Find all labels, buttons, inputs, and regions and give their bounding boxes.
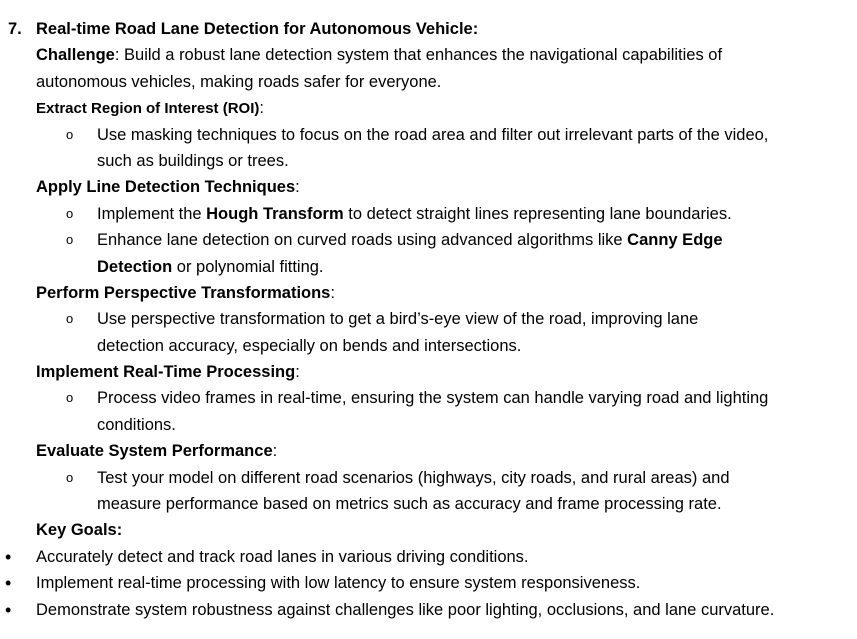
- evaluate-item-line-1: o Test your model on different road scen…: [0, 465, 857, 491]
- realtime-item-text-2: conditions.: [97, 415, 176, 434]
- challenge-label: Challenge: [36, 46, 115, 65]
- challenge-line-2: autonomous vehicles, making roads safer …: [0, 69, 857, 95]
- realtime-item-text-1: Process video frames in real-time, ensur…: [97, 389, 769, 408]
- challenge-text-2: autonomous vehicles, making roads safer …: [36, 72, 442, 91]
- line-detection-item2-pre: Enhance lane detection on curved roads u…: [97, 231, 628, 250]
- line-detection-item1-post: to detect straight lines representing la…: [343, 204, 732, 223]
- document-page: 7. Real-time Road Lane Detection for Aut…: [0, 16, 857, 623]
- key-goals-heading-line: Key Goals:: [0, 517, 857, 543]
- line-detection-heading: Apply Line Detection Techniques: [36, 178, 296, 197]
- key-goal-item: • Demonstrate system robustness against …: [0, 597, 857, 623]
- line-detection-item2-post: or polynomial fitting.: [172, 257, 324, 276]
- roi-heading: Extract Region of Interest (ROI): [36, 100, 260, 118]
- perspective-item-text-2: detection accuracy, especially on bends …: [97, 336, 522, 355]
- realtime-colon: :: [295, 363, 300, 382]
- perspective-heading-line: Perform Perspective Transformations:: [0, 280, 857, 306]
- line-detection-heading-line: Apply Line Detection Techniques:: [0, 174, 857, 200]
- key-goal-text: Implement real-time processing with low …: [36, 574, 641, 593]
- circle-bullet-icon: o: [66, 390, 74, 406]
- roi-item-text-1: Use masking techniques to focus on the r…: [97, 125, 769, 144]
- bullet-dot-icon: •: [5, 573, 12, 594]
- roi-colon: :: [259, 99, 264, 118]
- circle-bullet-icon: o: [66, 205, 74, 221]
- evaluate-heading-line: Evaluate System Performance:: [0, 438, 857, 464]
- perspective-colon: :: [330, 283, 335, 302]
- roi-item-text-2: such as buildings or trees.: [97, 151, 289, 170]
- roi-item-line-2: such as buildings or trees.: [0, 148, 857, 174]
- realtime-heading-line: Implement Real-Time Processing:: [0, 359, 857, 385]
- roi-heading-line: Extract Region of Interest (ROI):: [0, 95, 857, 121]
- hough-transform-term: Hough Transform: [206, 204, 344, 223]
- realtime-item-line-1: o Process video frames in real-time, ens…: [0, 385, 857, 411]
- perspective-heading: Perform Perspective Transformations: [36, 283, 331, 302]
- perspective-item-text-1: Use perspective transformation to get a …: [97, 310, 699, 329]
- circle-bullet-icon: o: [66, 232, 74, 248]
- key-goal-text: Accurately detect and track road lanes i…: [36, 547, 529, 566]
- realtime-heading: Implement Real-Time Processing: [36, 363, 296, 382]
- bullet-dot-icon: •: [5, 546, 12, 567]
- challenge-text-1: : Build a robust lane detection system t…: [114, 46, 723, 65]
- item-title-line: 7. Real-time Road Lane Detection for Aut…: [0, 16, 857, 42]
- line-detection-item-1: o Implement the Hough Transform to detec…: [0, 201, 857, 227]
- key-goals-heading: Key Goals:: [36, 521, 123, 540]
- evaluate-item-line-2: measure performance based on metrics suc…: [0, 491, 857, 517]
- item-title: Real-time Road Lane Detection for Autono…: [36, 20, 479, 38]
- evaluate-heading: Evaluate System Performance: [36, 442, 273, 461]
- line-detection-item1-pre: Implement the: [97, 204, 207, 223]
- line-detection-item-2-line-2: Detection or polynomial fitting.: [0, 254, 857, 280]
- circle-bullet-icon: o: [66, 311, 74, 327]
- key-goal-item: • Implement real-time processing with lo…: [0, 570, 857, 596]
- key-goal-item: • Accurately detect and track road lanes…: [0, 544, 857, 570]
- key-goal-text: Demonstrate system robustness against ch…: [36, 600, 775, 619]
- evaluate-item-text-1: Test your model on different road scenar…: [97, 468, 730, 487]
- circle-bullet-icon: o: [66, 126, 74, 142]
- item-number: 7.: [8, 20, 22, 38]
- circle-bullet-icon: o: [66, 469, 74, 485]
- canny-edge-term: Canny Edge: [627, 231, 723, 250]
- detection-term: Detection: [97, 257, 173, 276]
- evaluate-item-text-2: measure performance based on metrics suc…: [97, 495, 722, 514]
- perspective-item-line-2: detection accuracy, especially on bends …: [0, 333, 857, 359]
- line-detection-colon: :: [295, 178, 300, 197]
- line-detection-item-2-line-1: o Enhance lane detection on curved roads…: [0, 227, 857, 253]
- bullet-dot-icon: •: [5, 599, 12, 620]
- realtime-item-line-2: conditions.: [0, 412, 857, 438]
- challenge-line-1: Challenge: Build a robust lane detection…: [0, 42, 857, 68]
- evaluate-colon: :: [272, 442, 278, 461]
- perspective-item-line-1: o Use perspective transformation to get …: [0, 306, 857, 332]
- roi-item-line-1: o Use masking techniques to focus on the…: [0, 122, 857, 148]
